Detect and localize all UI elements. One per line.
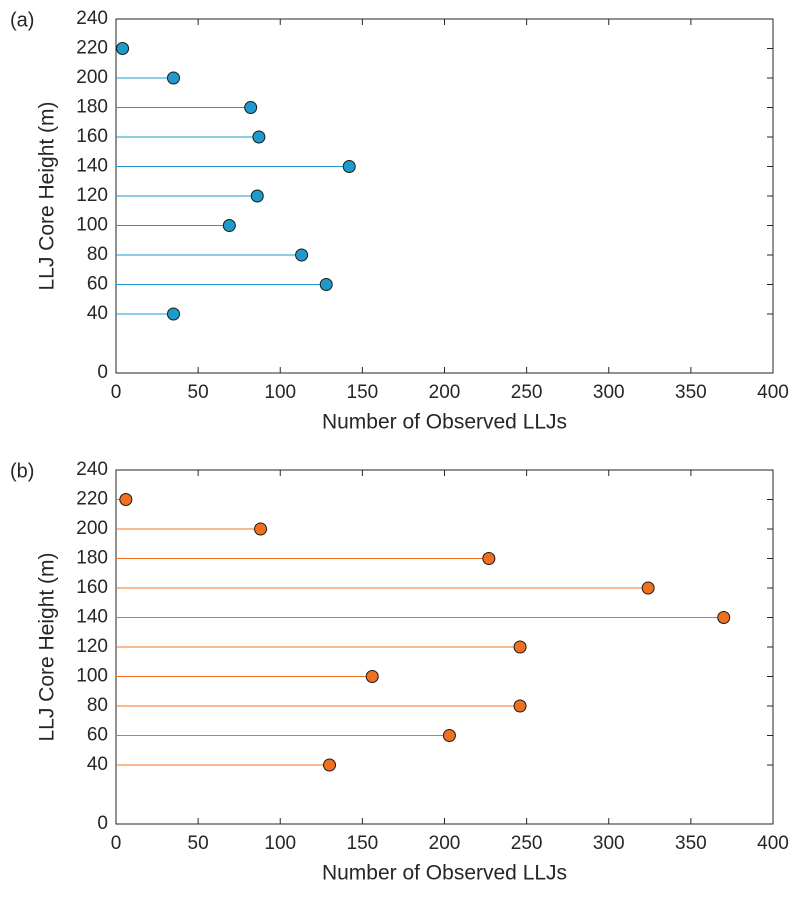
marker — [119, 493, 133, 506]
marker — [166, 307, 180, 321]
y-tick-label: 120 — [76, 185, 108, 206]
y-tick-label: 160 — [76, 577, 108, 598]
x-tick-label: 0 — [111, 833, 122, 854]
y-tick-label: 240 — [76, 8, 108, 29]
y-tick-label: 180 — [76, 97, 108, 118]
y-tick-label: 200 — [76, 518, 108, 539]
x-tick-label: 50 — [188, 382, 209, 403]
y-tick-label: 80 — [87, 244, 108, 265]
marker — [717, 611, 731, 624]
marker — [166, 71, 180, 85]
marker — [513, 699, 527, 713]
marker — [252, 130, 266, 144]
y-tick-label: 80 — [87, 695, 108, 716]
marker — [222, 219, 236, 232]
marker — [244, 101, 258, 114]
y-tick-label: 220 — [76, 38, 108, 59]
x-tick-label: 100 — [264, 382, 296, 403]
panel-label: (a) — [10, 9, 34, 31]
marker — [442, 729, 456, 742]
y-tick-label: 200 — [76, 67, 108, 88]
x-tick-label: 400 — [757, 382, 789, 403]
x-axis-label: Number of Observed LLJs — [322, 862, 567, 885]
y-tick-label: 240 — [76, 459, 108, 480]
y-tick-label: 40 — [87, 303, 108, 324]
marker — [295, 248, 309, 262]
marker — [513, 640, 527, 654]
y-tick-label: 0 — [97, 362, 108, 383]
x-tick-label: 350 — [675, 833, 707, 854]
y-tick-label: 160 — [76, 126, 108, 147]
marker — [641, 581, 655, 595]
marker — [250, 189, 264, 203]
x-axis-label: Number of Observed LLJs — [322, 411, 567, 434]
marker — [116, 42, 130, 55]
x-tick-label: 150 — [347, 382, 379, 403]
x-tick-label: 400 — [757, 833, 789, 854]
x-tick-label: 0 — [111, 382, 122, 403]
y-tick-label: 140 — [76, 607, 108, 628]
y-tick-label: 40 — [87, 754, 108, 775]
x-tick-label: 250 — [511, 833, 543, 854]
x-tick-label: 200 — [429, 382, 461, 403]
x-tick-label: 200 — [429, 833, 461, 854]
y-axis-label: LLJ Core Height (m) — [36, 101, 59, 290]
marker — [482, 552, 496, 565]
y-axis-label: LLJ Core Height (m) — [36, 552, 59, 741]
y-tick-label: 140 — [76, 156, 108, 177]
x-tick-label: 100 — [264, 833, 296, 854]
y-tick-label: 180 — [76, 548, 108, 569]
y-tick-label: 60 — [87, 274, 108, 295]
x-tick-label: 250 — [511, 382, 543, 403]
y-tick-label: 0 — [97, 813, 108, 834]
x-tick-label: 300 — [593, 833, 625, 854]
y-tick-label: 100 — [76, 215, 108, 236]
marker — [319, 278, 333, 291]
marker — [365, 670, 379, 683]
y-tick-label: 100 — [76, 666, 108, 687]
y-tick-label: 60 — [87, 725, 108, 746]
x-tick-label: 300 — [593, 382, 625, 403]
x-tick-label: 350 — [675, 382, 707, 403]
x-tick-label: 50 — [188, 833, 209, 854]
marker — [342, 160, 356, 173]
y-tick-label: 120 — [76, 636, 108, 657]
x-tick-label: 150 — [347, 833, 379, 854]
y-tick-label: 220 — [76, 489, 108, 510]
panel-label: (b) — [10, 460, 34, 482]
marker — [323, 758, 337, 772]
marker — [254, 522, 268, 536]
